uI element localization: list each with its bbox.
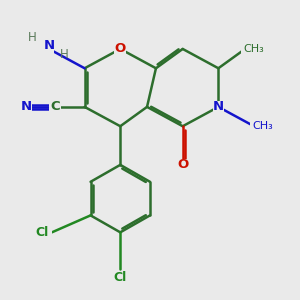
- FancyBboxPatch shape: [114, 43, 126, 55]
- Text: H: H: [28, 31, 37, 44]
- Text: N: N: [44, 40, 55, 52]
- FancyBboxPatch shape: [31, 226, 52, 238]
- FancyBboxPatch shape: [213, 101, 224, 112]
- Text: N: N: [21, 100, 32, 113]
- Text: CH₃: CH₃: [243, 44, 264, 54]
- Text: CH₃: CH₃: [252, 121, 273, 131]
- Text: C: C: [50, 100, 60, 113]
- FancyBboxPatch shape: [45, 38, 53, 46]
- FancyBboxPatch shape: [177, 159, 189, 171]
- Text: O: O: [115, 42, 126, 56]
- FancyBboxPatch shape: [21, 101, 32, 112]
- FancyBboxPatch shape: [110, 271, 131, 283]
- Text: O: O: [177, 158, 188, 171]
- FancyBboxPatch shape: [250, 120, 276, 132]
- Text: Cl: Cl: [35, 226, 48, 239]
- FancyBboxPatch shape: [49, 101, 61, 112]
- Text: N: N: [213, 100, 224, 113]
- Text: Cl: Cl: [114, 271, 127, 284]
- Text: H: H: [60, 48, 69, 61]
- FancyBboxPatch shape: [44, 43, 54, 55]
- FancyBboxPatch shape: [241, 43, 267, 55]
